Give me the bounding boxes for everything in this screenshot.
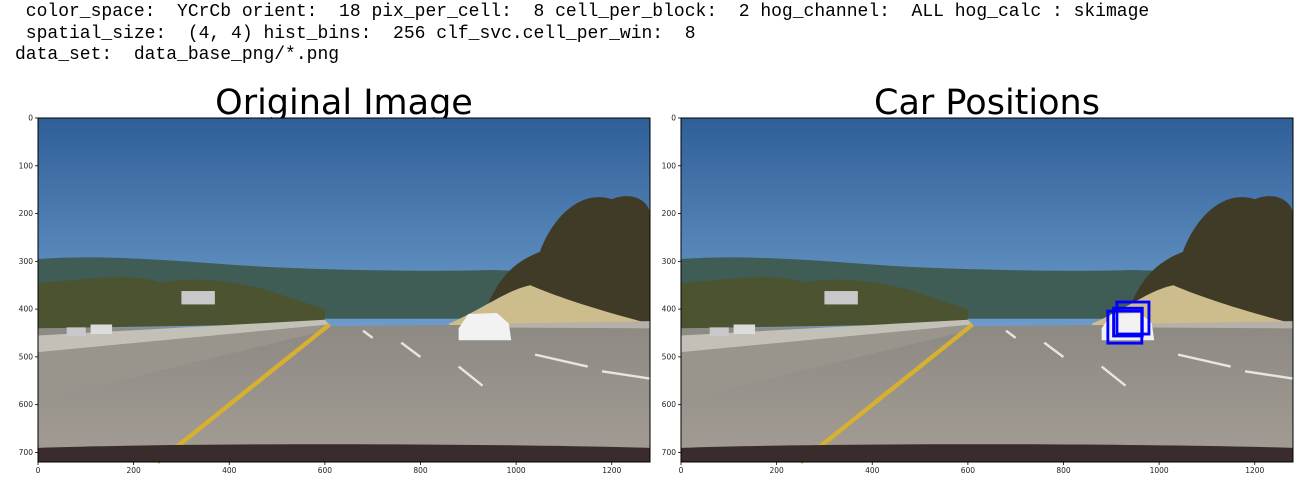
- y-tick-label: 400: [19, 305, 34, 314]
- y-tick-label: 0: [671, 114, 676, 123]
- x-tick-label: 1000: [507, 466, 526, 475]
- output-line: color_space: YCrCb orient: 18 pix_per_ce…: [15, 2, 1150, 22]
- y-tick-label: 600: [662, 400, 677, 409]
- x-tick-label: 600: [961, 466, 976, 475]
- x-tick-label: 800: [1056, 466, 1071, 475]
- image-content: [38, 118, 650, 462]
- panel-title: Original Image: [215, 83, 473, 123]
- x-tick-label: 1200: [602, 466, 621, 475]
- output-line: spatial_size: (4, 4) hist_bins: 256 clf_…: [15, 24, 696, 44]
- y-tick-label: 200: [662, 209, 677, 218]
- panel-title: Car Positions: [874, 83, 1100, 123]
- y-tick-label: 100: [662, 161, 677, 170]
- output-line: data_set: data_base_png/*.png: [15, 45, 340, 65]
- x-tick-label: 1000: [1150, 466, 1169, 475]
- x-tick-label: 200: [769, 466, 784, 475]
- detection-box: [1115, 300, 1151, 336]
- y-tick-label: 100: [19, 161, 34, 170]
- x-tick-label: 600: [318, 466, 333, 475]
- x-tick-label: 400: [222, 466, 237, 475]
- y-tick-label: 0: [28, 114, 33, 123]
- image-content: [681, 118, 1293, 462]
- detection-box: [1112, 306, 1144, 338]
- y-tick-label: 300: [662, 257, 677, 266]
- x-tick-label: 200: [126, 466, 141, 475]
- y-tick-label: 300: [19, 257, 34, 266]
- image: [38, 118, 650, 462]
- y-tick-label: 700: [19, 448, 34, 457]
- axes-frame: [37, 117, 651, 463]
- y-tick-label: 600: [19, 400, 34, 409]
- y-tick-label: 500: [662, 352, 677, 361]
- y-tick-label: 700: [662, 448, 677, 457]
- x-tick-label: 1200: [1245, 466, 1264, 475]
- x-tick-label: 0: [36, 466, 41, 475]
- y-tick-label: 200: [19, 209, 34, 218]
- y-tick-label: 400: [662, 305, 677, 314]
- x-tick-label: 800: [413, 466, 428, 475]
- image: [681, 118, 1293, 462]
- axes-frame: [680, 117, 1294, 463]
- x-tick-label: 400: [865, 466, 880, 475]
- x-tick-label: 0: [679, 466, 684, 475]
- y-tick-label: 500: [19, 352, 34, 361]
